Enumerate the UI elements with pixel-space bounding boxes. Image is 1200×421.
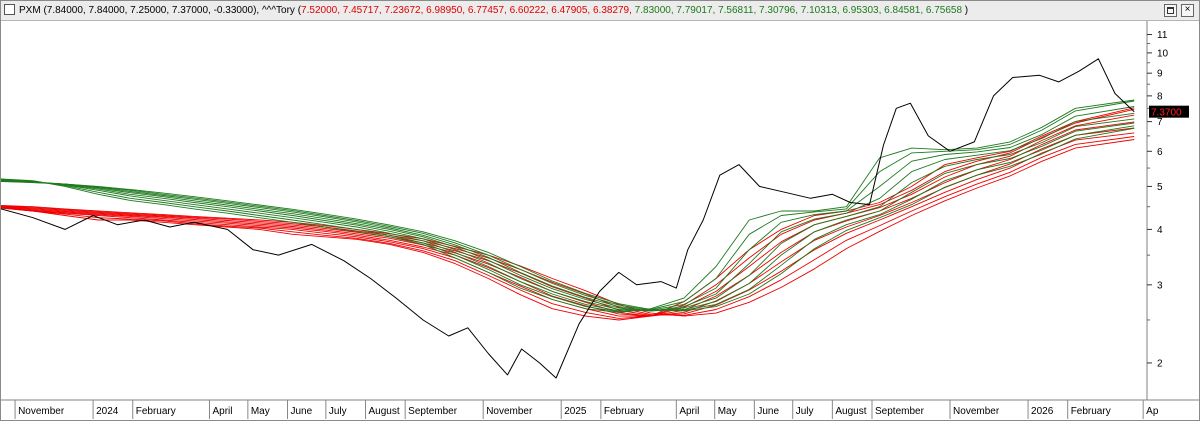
x-tick-label: August <box>835 406 866 417</box>
symbol-ohlc-text: PXM (7.84000, 7.84000, 7.25000, 7.37000,… <box>19 5 260 16</box>
close-window-button[interactable]: × <box>1181 4 1194 17</box>
x-tick-label: 2024 <box>96 406 119 417</box>
long-ma-line-9 <box>1 99 1135 313</box>
price-chart: 2 3 4 5 6 7 8 9 10 11 November 2024 February April May… <box>1 21 1199 419</box>
short-ma-line-8 <box>1 139 1135 317</box>
y-tick-label: 4 <box>1157 225 1163 236</box>
x-tick-label: July <box>796 406 814 417</box>
x-tick-label: September <box>408 406 458 417</box>
long-ma-line-10 <box>1 100 1135 313</box>
x-tick-label: 2026 <box>1031 406 1054 417</box>
x-tick-label: June <box>757 406 779 417</box>
indicator-close-paren: ) <box>962 5 969 16</box>
x-tick-label: May <box>251 406 270 417</box>
long-ma-line-11 <box>1 106 1135 312</box>
y-tick-label: 2 <box>1157 358 1163 369</box>
last-price-badge <box>1149 105 1189 118</box>
restore-window-button[interactable] <box>1164 4 1177 17</box>
x-tick-label: 2025 <box>564 406 587 417</box>
x-tick-label: February <box>136 406 176 417</box>
short-ma-line-6 <box>1 132 1135 316</box>
y-tick-label: 9 <box>1157 69 1163 80</box>
x-tick-label: May <box>718 406 737 417</box>
x-tick-label: July <box>329 406 347 417</box>
long-ma-line-15 <box>1 125 1135 311</box>
x-tick-label: Ap <box>1146 406 1159 417</box>
long-ma-line-14 <box>1 122 1135 312</box>
x-tick-label: April <box>212 406 232 417</box>
x-tick-label: June <box>291 406 313 417</box>
x-tick-label: April <box>679 406 699 417</box>
long-ma-line-13 <box>1 118 1135 312</box>
x-tick-label: February <box>604 406 644 417</box>
short-ma-line-1 <box>1 107 1135 321</box>
indicator-name: ^^^Tory ( <box>259 5 302 16</box>
y-tick-label: 3 <box>1157 280 1163 291</box>
window-title-bar: PXM (7.84000, 7.84000, 7.25000, 7.37000,… <box>1 1 1199 21</box>
long-ma-line-16 <box>1 127 1135 312</box>
x-tick-label: November <box>953 406 1000 417</box>
short-ma-values: 7.52000, 7.45717, 7.23672, 6.98950, 6.77… <box>301 5 632 16</box>
title-readout: PXM (7.84000, 7.84000, 7.25000, 7.37000,… <box>19 5 968 16</box>
price-line <box>1 58 1135 379</box>
y-tick-label: 5 <box>1157 182 1163 193</box>
x-tick-label: November <box>18 406 65 417</box>
x-tick-label: August <box>369 406 400 417</box>
long-ma-values: 7.83000, 7.79017, 7.56811, 7.30796, 7.10… <box>631 5 963 16</box>
x-tick-label: September <box>875 406 925 417</box>
y-tick-label: 6 <box>1157 147 1163 158</box>
y-tick-label: 8 <box>1157 91 1163 102</box>
y-tick-label: 7 <box>1157 117 1163 128</box>
long-ma-line-12 <box>1 112 1135 312</box>
y-tick-label: 11 <box>1157 30 1168 41</box>
y-tick-label: 10 <box>1157 48 1169 59</box>
short-ma-line-2 <box>1 108 1135 319</box>
window-icon[interactable] <box>4 4 15 15</box>
short-ma-line-7 <box>1 136 1135 316</box>
last-price-label: 7.3700 <box>1151 108 1182 119</box>
x-tick-label: November <box>486 406 533 417</box>
x-tick-label: February <box>1071 406 1111 417</box>
